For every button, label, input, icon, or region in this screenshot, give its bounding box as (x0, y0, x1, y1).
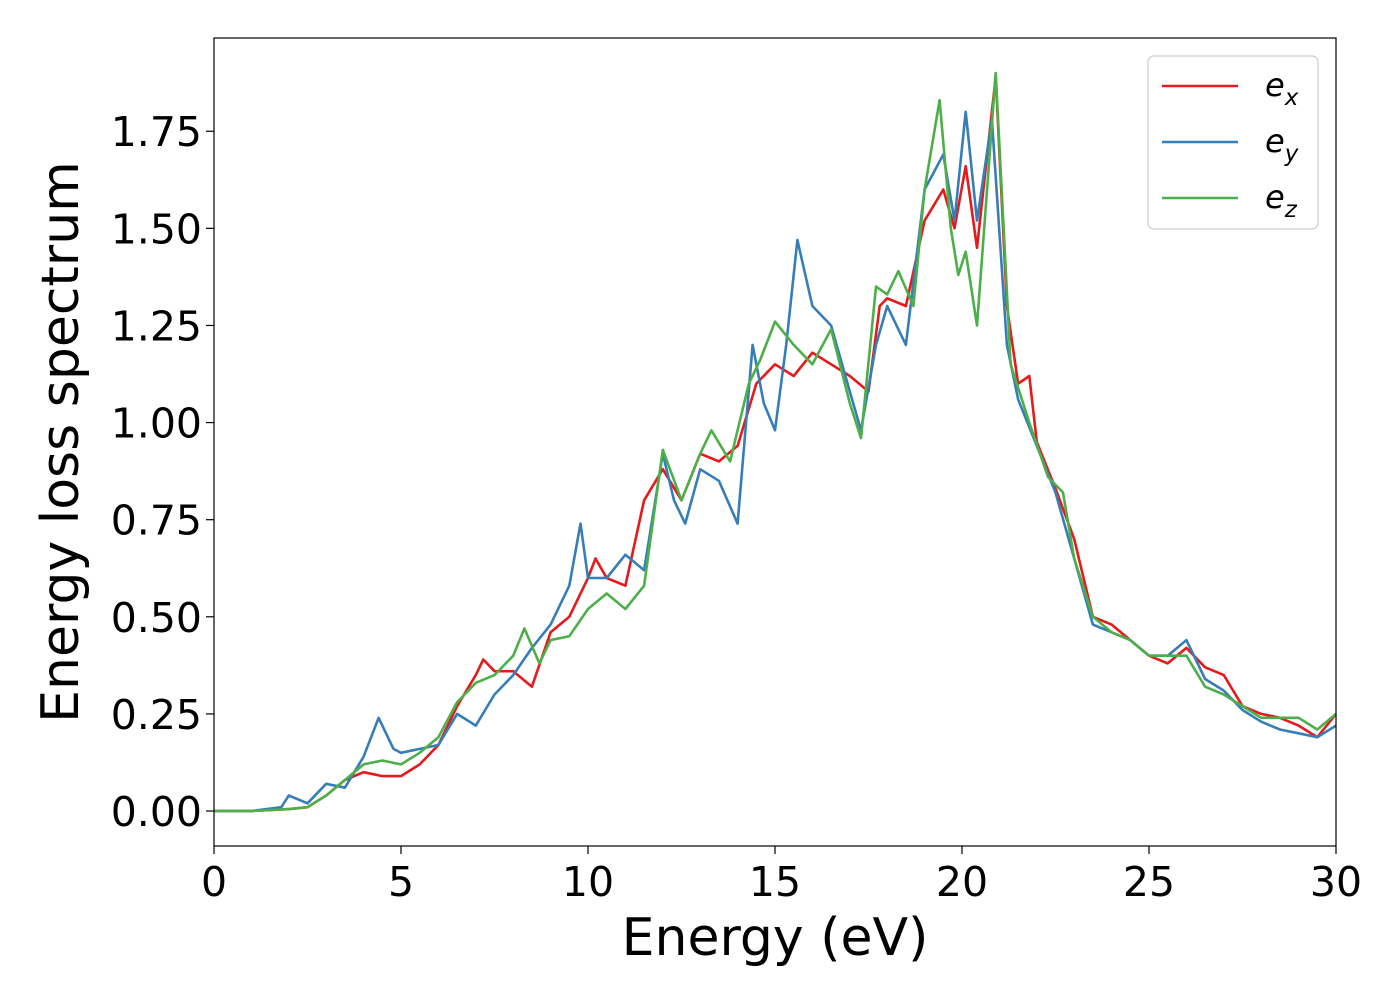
y-tick-label: 1.75 (111, 108, 202, 156)
y-axis-label: Energy loss spectrum (31, 161, 91, 723)
x-axis-label: Energy (eV) (622, 908, 929, 968)
x-tick-label: 15 (749, 858, 801, 906)
series-layer (214, 71, 1338, 813)
legend: ex ey ez (1147, 55, 1319, 230)
y-tick-label: 0.00 (111, 788, 202, 836)
y-tick-label: 1.50 (111, 205, 202, 253)
x-tick-label: 5 (388, 858, 414, 906)
legend-label-z: ez (1265, 178, 1298, 223)
y-tick-label: 0.25 (111, 691, 202, 739)
y-tick-label: 0.75 (111, 497, 202, 545)
y-tick-label: 1.00 (111, 400, 202, 448)
x-tick-label: 30 (1310, 858, 1362, 906)
plot-frame (213, 37, 1337, 847)
x-tick-label: 25 (1123, 858, 1175, 906)
x-tick-label: 20 (936, 858, 988, 906)
x-tick-label: 10 (562, 858, 614, 906)
legend-label-y: ey (1265, 122, 1299, 167)
y-tick-label: 0.50 (111, 594, 202, 642)
legend-items: ex ey ez (1162, 66, 1299, 223)
x-tick-label: 0 (201, 858, 227, 906)
legend-label-x: ex (1265, 66, 1299, 111)
ticks-layer: 0 5 10 15 20 25 30 0.00 0.25 0.50 0.75 1.00 1.25 1.50… (111, 108, 1362, 906)
series-line-z (214, 71, 1337, 813)
y-tick-label: 1.25 (111, 302, 202, 350)
